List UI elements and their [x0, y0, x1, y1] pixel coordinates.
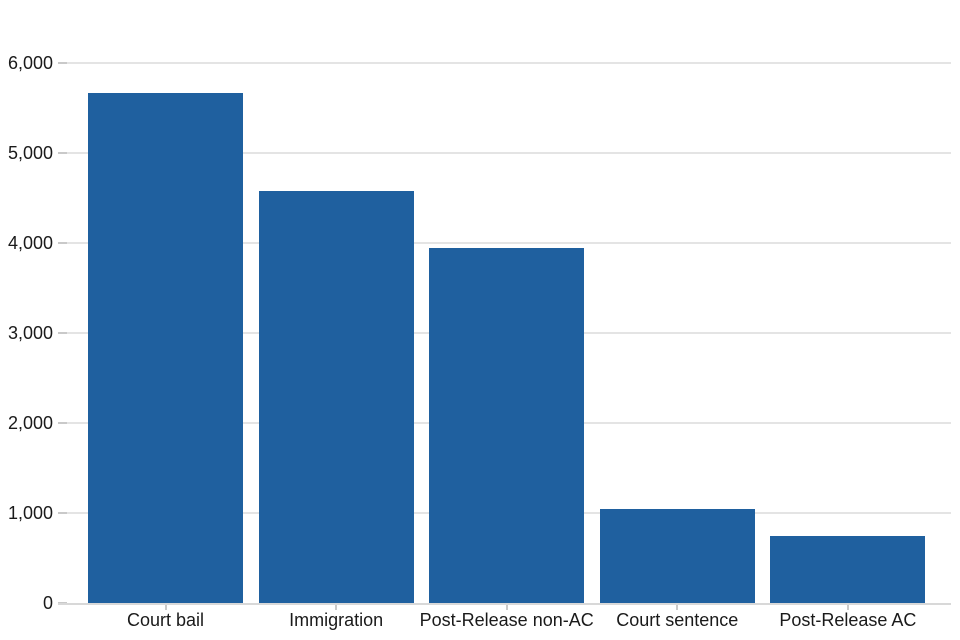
y-axis-label: 6,000	[7, 53, 53, 73]
bar-court-bail	[88, 92, 243, 603]
x-axis-tick	[676, 605, 679, 610]
y-axis-tick	[58, 512, 67, 514]
gridline	[58, 242, 951, 244]
y-axis-label: 4,000	[7, 233, 53, 253]
x-axis-label: Post-Release non-AC	[419, 610, 594, 630]
x-axis-label: Court sentence	[616, 610, 739, 630]
y-axis-label: 1,000	[7, 503, 53, 523]
bar-immigration	[258, 191, 414, 603]
x-axis-tick	[505, 605, 508, 610]
y-axis-label: 5,000	[7, 143, 53, 163]
y-axis-label: 2,000	[7, 413, 53, 433]
bar-court-sentence	[599, 508, 755, 603]
gridline	[58, 152, 951, 154]
x-axis-label: Immigration	[289, 610, 384, 630]
x-axis-tick	[846, 605, 849, 610]
y-axis-tick	[58, 152, 67, 154]
y-axis-tick	[58, 242, 67, 244]
x-axis-label: Court bail	[126, 610, 205, 630]
y-axis-tick	[58, 422, 67, 424]
gridline	[58, 62, 951, 64]
x-axis-tick	[164, 605, 167, 610]
y-axis-label: 3,000	[7, 323, 53, 343]
x-axis-label: Post-Release AC	[779, 610, 917, 630]
y-axis-label: 0	[42, 593, 53, 613]
x-axis-line	[58, 603, 951, 605]
bar-post-release-ac	[770, 536, 926, 603]
x-axis-tick	[335, 605, 338, 610]
y-axis-tick	[58, 62, 67, 64]
y-axis-tick	[58, 332, 67, 334]
bar-post-release-non-ac	[429, 247, 585, 603]
